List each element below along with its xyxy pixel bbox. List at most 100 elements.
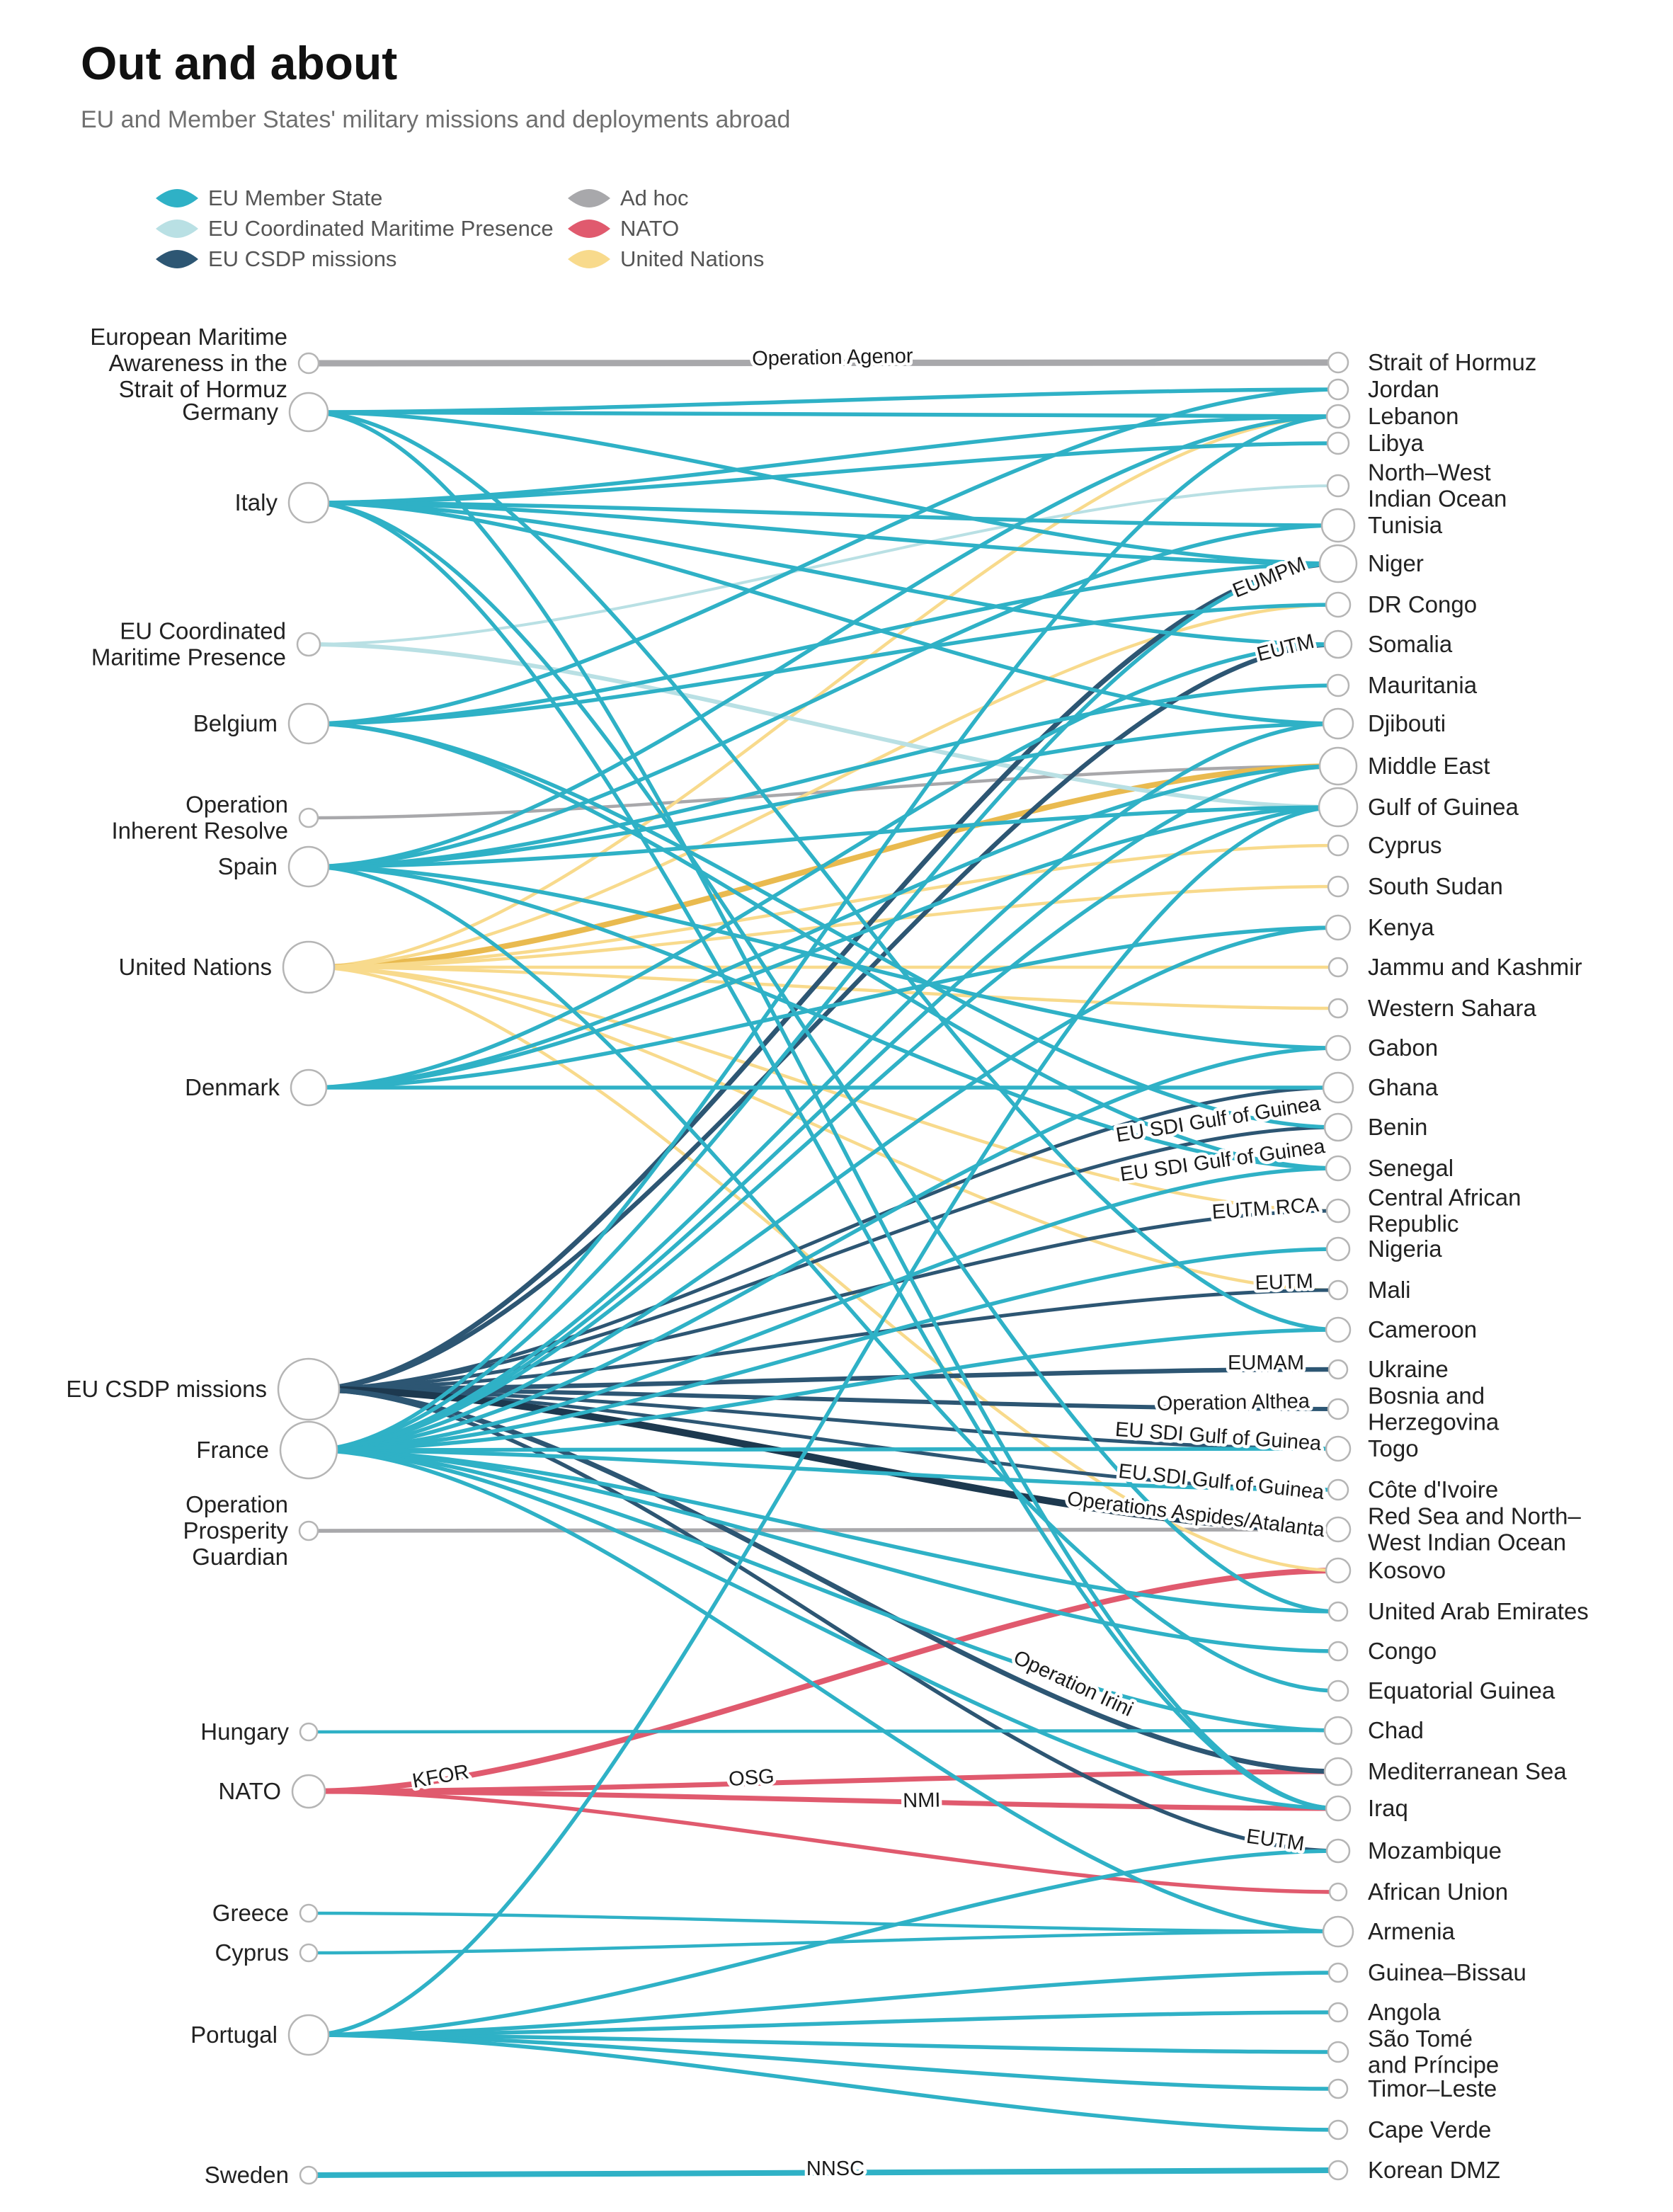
edge-csdp-car [307, 1209, 1340, 1391]
legend-swatch-icon [568, 220, 610, 238]
edge-nato-au [307, 1789, 1340, 1894]
node-label-opg: Operation Prosperity Guardian [183, 1491, 288, 1570]
edge-italy-tunisia [307, 501, 1340, 528]
node-iraq [1325, 1795, 1352, 1822]
node-label-nigeria: Nigeria [1368, 1236, 1442, 1262]
node-label-mideast: Middle East [1368, 753, 1490, 779]
edge-belgium-drcongo [307, 603, 1340, 726]
node-angola [1327, 2002, 1349, 2023]
node-label-armenia: Armenia [1368, 1918, 1456, 1944]
node-un [282, 940, 336, 994]
edge-un-kosovo [307, 965, 1340, 1573]
node-label-kosovo: Kosovo [1368, 1557, 1446, 1583]
edge-label-nato-iraq: NMI [903, 1789, 941, 1813]
node-cyprus_l [299, 1943, 319, 1963]
node-ssudan [1327, 875, 1349, 898]
node-label-portugal: Portugal [190, 2022, 278, 2048]
node-label-tunisia: Tunisia [1368, 512, 1443, 538]
edge-france-djibouti [307, 722, 1340, 1452]
edge-label-sweden-kdmz: NNSC [806, 2157, 864, 2180]
edge-cmp-nwio [307, 484, 1340, 646]
legend-item: United Nations [568, 246, 764, 271]
page-title: Out and about [81, 37, 397, 89]
node-hungary [299, 1722, 319, 1742]
node-label-mozambique: Mozambique [1368, 1837, 1502, 1864]
edge-label-csdp-mozambique: EUTM [1245, 1825, 1306, 1856]
node-belgium [287, 702, 330, 745]
node-portugal [287, 2014, 330, 2056]
node-label-cameroon: Cameroon [1368, 1316, 1477, 1342]
edge-spain-lebanon [307, 414, 1340, 869]
node-label-bosnia: Bosnia and Herzegovina [1368, 1383, 1500, 1435]
node-lebanon [1325, 404, 1351, 429]
node-label-hormuz: Strait of Hormuz [1368, 349, 1536, 375]
node-jk [1327, 957, 1349, 978]
node-label-cyprus_r: Cyprus [1368, 832, 1442, 858]
node-label-emasoh: European Maritime Awareness in the Strait … [90, 324, 287, 402]
node-label-togo: Togo [1368, 1435, 1419, 1461]
edge-germany-jordan [307, 387, 1340, 414]
node-label-ukraine: Ukraine [1368, 1356, 1449, 1382]
node-label-timor: Timor–Leste [1368, 2075, 1497, 2102]
node-label-libya: Libya [1368, 430, 1424, 456]
edge-france-kenya [307, 925, 1340, 1452]
node-ukraine [1327, 1359, 1349, 1380]
node-kosovo [1325, 1557, 1352, 1584]
legend-swatch-icon [156, 189, 198, 207]
edge-france-uae [307, 1448, 1340, 1614]
node-libya [1326, 431, 1350, 455]
edge-france-lebanon [307, 414, 1340, 1452]
node-capeverde [1327, 2119, 1349, 2140]
node-label-uae: United Arab Emirates [1368, 1598, 1589, 1624]
node-tunisia [1320, 508, 1356, 543]
node-label-nwio: North–West Indian Ocean [1368, 460, 1507, 512]
node-senegal [1325, 1155, 1352, 1182]
node-label-drcongo: DR Congo [1368, 591, 1477, 617]
node-label-capeverde: Cape Verde [1368, 2116, 1491, 2143]
node-label-au: African Union [1368, 1879, 1508, 1905]
edge-un-drcongo [307, 603, 1340, 969]
node-togo [1325, 1435, 1352, 1462]
node-label-layer: European Maritime Awareness in the Strait … [66, 324, 1588, 2188]
node-mauritania [1326, 673, 1350, 697]
node-label-cmp: EU Coordinated Maritime Presence [91, 618, 286, 671]
node-drcongo [1325, 591, 1352, 618]
node-label-gog: Gulf of Guinea [1368, 794, 1519, 820]
edge-denmark-gog [307, 805, 1340, 1090]
node-denmark [290, 1068, 328, 1107]
legend-label: NATO [620, 216, 679, 241]
node-label-greece: Greece [212, 1900, 289, 1926]
node-italy [287, 481, 330, 524]
edge-portugal-gbissau [307, 1971, 1340, 2037]
node-nwio [1326, 474, 1350, 498]
node-label-kenya: Kenya [1368, 914, 1434, 940]
node-label-gbissau: Guinea–Bissau [1368, 1959, 1526, 1985]
node-label-benin: Benin [1368, 1114, 1427, 1140]
node-label-civoire: Côte d'Ivoire [1368, 1476, 1498, 1503]
edge-label-csdp-somalia: EUTM [1255, 630, 1316, 666]
legend-item: EU Coordinated Maritime Presence [156, 216, 554, 241]
node-uae [1327, 1601, 1349, 1622]
node-timor [1327, 2078, 1349, 2099]
edge-germany-cameroon [307, 410, 1340, 1332]
node-redsea [1325, 1516, 1352, 1543]
edge-france-nigeria [307, 1247, 1340, 1452]
edge-france-senegal [307, 1166, 1340, 1452]
edge-germany-lebanon [307, 410, 1340, 418]
edge-portugal-gog [307, 805, 1340, 2037]
node-oir [298, 807, 319, 828]
node-label-car: Central African Republic [1368, 1185, 1521, 1237]
node-label-jordan: Jordan [1368, 376, 1439, 402]
edge-france-armenia [307, 1448, 1340, 1934]
node-label-sweden: Sweden [205, 2162, 289, 2188]
node-label-wsahara: Western Sahara [1368, 995, 1536, 1021]
node-gabon [1325, 1034, 1352, 1061]
edge-denmark-somalia [307, 642, 1340, 1090]
legend-swatch-icon [156, 220, 198, 238]
edge-label-csdp-ukraine: EUMAM [1228, 1352, 1304, 1374]
edge-nato-kosovo [306, 1568, 1341, 1794]
node-nato [291, 1774, 326, 1809]
node-label-denmark: Denmark [185, 1074, 280, 1100]
node-spain [287, 845, 330, 888]
